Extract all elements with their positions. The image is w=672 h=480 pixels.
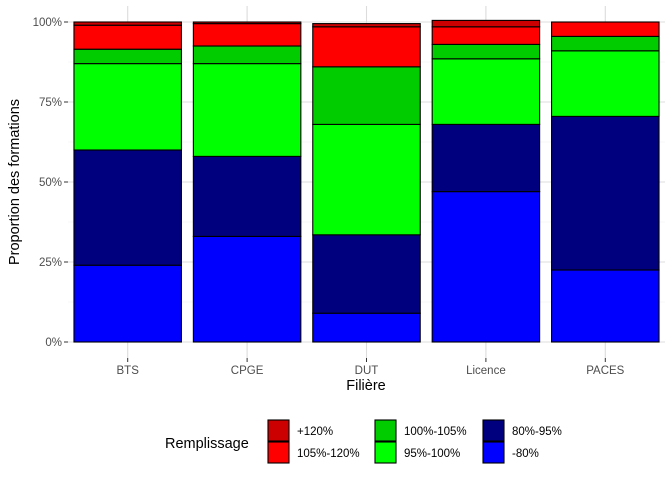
x-axis: BTS CPGE DUT Licence PACES [117,358,625,377]
legend: Remplissage +120% 105%-120% 100%-105% 95%-1… [165,419,562,464]
x-tick-label: DUT [355,365,379,377]
y-axis: 0% 25% 50% 75% 100% [33,17,68,349]
bar-segment [192,21,302,25]
y-tick-label: 50% [39,177,62,189]
y-axis-title: Proportion des formations [7,99,23,265]
bar-segment [312,312,421,343]
legend-label: 100%-105% [404,426,467,438]
legend-swatch [374,419,397,442]
bar-segment [431,123,541,193]
legend-swatch [482,441,505,464]
y-tick-label: 100% [33,17,62,29]
bar-segment [73,48,182,65]
x-axis-title: Filière [346,378,385,394]
y-tick-label: 25% [39,257,62,269]
bar-segment [431,58,541,125]
bar-segment [312,26,421,68]
legend-swatch [374,441,397,464]
x-tick-label: PACES [586,365,624,377]
legend-label: -80% [512,448,539,460]
bar-segment [431,19,541,28]
x-tick-label: BTS [117,365,140,377]
bar-segment [551,115,660,271]
bar-segment [73,21,182,26]
legend-item: +120% [267,419,333,442]
bar-segment [551,21,660,37]
legend-label: 80%-95% [512,426,562,438]
legend-item: 100%-105% [374,419,467,442]
legend-item: 80%-95% [482,419,562,442]
x-tick-label: CPGE [231,365,264,377]
bar-segment [73,149,182,266]
bar-segment [312,23,421,28]
bar-segment [312,234,421,314]
bar-segment [192,155,302,237]
bar-segment [192,45,302,65]
y-tick-label: 75% [39,97,62,109]
y-tick-label: 0% [45,337,62,349]
bar-segment [551,269,660,343]
bar-segment [192,23,302,47]
legend-swatch [482,419,505,442]
x-tick-label: Licence [466,365,506,377]
legend-label: 105%-120% [297,448,360,460]
bar-segment [431,43,541,60]
legend-item: 105%-120% [267,441,360,464]
legend-label: 95%-100% [404,448,460,460]
legend-item: -80% [482,441,539,464]
bar-segment [73,264,182,343]
bar-segment [551,35,660,52]
legend-swatch [267,441,290,464]
bar-segment [312,66,421,125]
bar-segment [551,50,660,117]
bar-segment [192,63,302,157]
bar-segment [312,123,421,236]
legend-label: +120% [297,426,333,438]
legend-title: Remplissage [165,436,249,452]
bar-segment [192,235,302,343]
legend-item: 95%-100% [374,441,460,464]
legend-swatch [267,419,290,442]
bar-segment [431,26,541,45]
bars [73,19,660,343]
bar-segment [73,24,182,50]
bar-segment [73,63,182,151]
bar-segment [431,191,541,343]
